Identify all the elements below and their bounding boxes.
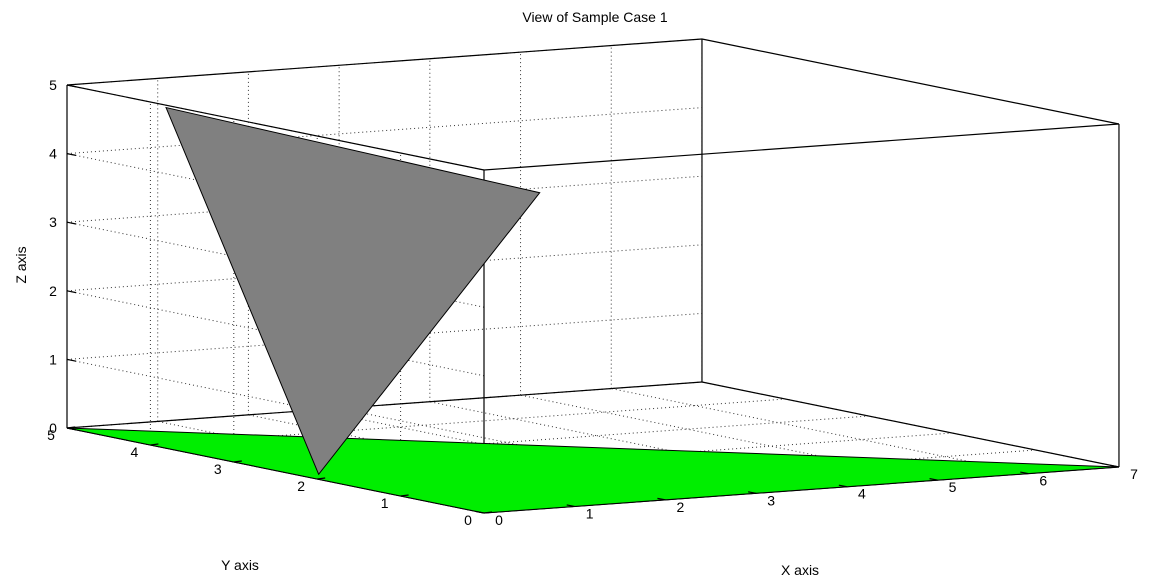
x-tick-mark <box>475 510 485 514</box>
x-tick-label: 1 <box>586 505 594 521</box>
x-tick-label: 2 <box>677 499 685 515</box>
grid-line <box>611 388 1029 475</box>
x-tick-mark <box>838 484 847 488</box>
x-tick-label: 7 <box>1130 466 1138 482</box>
z-tick-label: 3 <box>49 214 57 230</box>
x-tick-mark <box>929 478 938 481</box>
surface-face-1 <box>66 427 1120 514</box>
z-tick-mark <box>66 358 77 362</box>
y-tick-mark <box>233 460 242 463</box>
y-tick-mark <box>317 477 326 480</box>
y-tick-label: 3 <box>214 461 222 477</box>
box-edge <box>701 38 1120 125</box>
x-tick-label: 4 <box>858 486 866 502</box>
box-edge <box>66 381 703 429</box>
x-tick-label: 5 <box>949 479 957 495</box>
z-axis-title: Z axis <box>13 246 29 283</box>
grid-line <box>66 358 485 445</box>
x-tick-label: 6 <box>1039 473 1047 489</box>
x-tick-label: 0 <box>495 512 503 528</box>
z-tick-mark <box>66 221 77 225</box>
grid-line <box>429 401 847 488</box>
surface-layer <box>66 106 1120 514</box>
y-tick-label: 1 <box>381 495 389 511</box>
y-tick-mark <box>400 494 409 497</box>
x-tick-mark <box>1020 471 1029 475</box>
z-tick-mark <box>66 84 77 88</box>
chart-title: View of Sample Case 1 <box>522 9 667 25</box>
box-edge <box>701 381 1120 468</box>
z-tick-label: 5 <box>49 77 57 93</box>
z-tick-label: 2 <box>49 283 57 299</box>
grid-line <box>520 394 938 481</box>
x-tick-mark <box>657 497 666 501</box>
z-tick-mark <box>66 427 77 431</box>
y-tick-mark <box>150 443 159 446</box>
z-tick-mark <box>66 290 77 294</box>
z-tick-label: 4 <box>49 146 57 162</box>
y-tick-label: 2 <box>297 478 305 494</box>
box-edge <box>483 123 1120 171</box>
box-edge <box>66 84 485 171</box>
surface-face-2 <box>165 106 541 476</box>
z-tick-label: 0 <box>49 420 57 436</box>
y-tick-mark <box>483 511 493 514</box>
grid-line <box>66 107 703 155</box>
y-tick-label: 5 <box>47 427 55 443</box>
x-axis-title: X axis <box>781 562 819 578</box>
x-tick-mark <box>748 491 757 494</box>
y-tick-label: 4 <box>131 444 139 460</box>
box-edge <box>66 38 703 86</box>
y-tick-label: 0 <box>464 512 472 528</box>
x-tick-label: 3 <box>767 492 775 508</box>
z-tick-mark <box>66 153 77 156</box>
z-tick-label: 1 <box>49 351 57 367</box>
x-tick-mark <box>566 504 575 508</box>
y-axis-title: Y axis <box>221 557 259 573</box>
x-tick-mark <box>1110 464 1120 468</box>
